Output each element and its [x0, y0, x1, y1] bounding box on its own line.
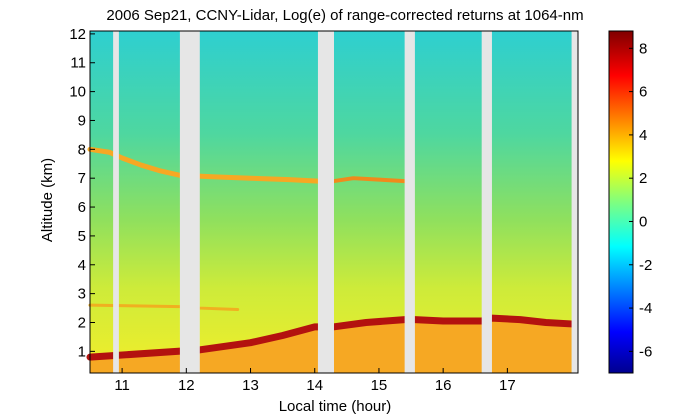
- y-tick-label: 7: [78, 170, 86, 187]
- colorbar-tick-label: -6: [639, 343, 652, 360]
- y-tick-label: 3: [78, 286, 86, 303]
- y-tick-label: 12: [69, 26, 86, 43]
- data-gap: [113, 31, 119, 373]
- y-tick-label: 4: [78, 257, 86, 274]
- x-tick-label: 12: [178, 377, 195, 394]
- colorbar-tick-label: -4: [639, 300, 652, 317]
- plot-frame: [89, 30, 579, 374]
- data-gap: [179, 31, 200, 373]
- colorbar-tick-label: 6: [639, 84, 647, 101]
- colorbar-tick-label: 8: [639, 40, 647, 57]
- y-tick-label: 1: [78, 343, 86, 360]
- data-gap: [404, 31, 415, 373]
- x-tick-label: 16: [435, 377, 452, 394]
- x-axis-label: Local time (hour): [279, 398, 392, 415]
- colorbar-tick-label: 2: [639, 170, 647, 187]
- chart-title: 2006 Sep21, CCNY-Lidar, Log(e) of range-…: [106, 7, 583, 24]
- y-tick-label: 10: [69, 84, 86, 101]
- data-gap: [481, 31, 492, 373]
- plot-area: [86, 30, 579, 374]
- x-tick-label: 11: [114, 377, 130, 394]
- y-tick-label: 11: [70, 55, 86, 72]
- x-tick-label: 17: [499, 377, 516, 394]
- x-tick-label: 13: [242, 377, 259, 394]
- data-gap: [571, 31, 578, 373]
- colorbar-tick-label: 0: [639, 213, 647, 230]
- y-tick-label: 8: [78, 141, 86, 158]
- cloud-layer: [332, 176, 407, 184]
- y-tick-label: 6: [78, 199, 86, 216]
- y-tick-label: 9: [78, 112, 86, 129]
- x-tick-label: 15: [371, 377, 388, 394]
- x-axis: 11 12 13 14 15 16 17: [114, 368, 516, 394]
- x-tick-label: 14: [306, 377, 323, 394]
- colorbar-tick-label: 4: [639, 127, 647, 144]
- y-tick-label: 2: [78, 314, 86, 331]
- y-tick-label: 5: [78, 228, 86, 245]
- data-gap: [317, 31, 334, 373]
- colorbar: -6 -4 -2 0 2 4 6 8: [608, 30, 652, 374]
- colorbar-tick-label: -2: [639, 257, 652, 274]
- y-axis-label: Altitude (km): [39, 158, 56, 242]
- colorbar-scale: [608, 30, 634, 374]
